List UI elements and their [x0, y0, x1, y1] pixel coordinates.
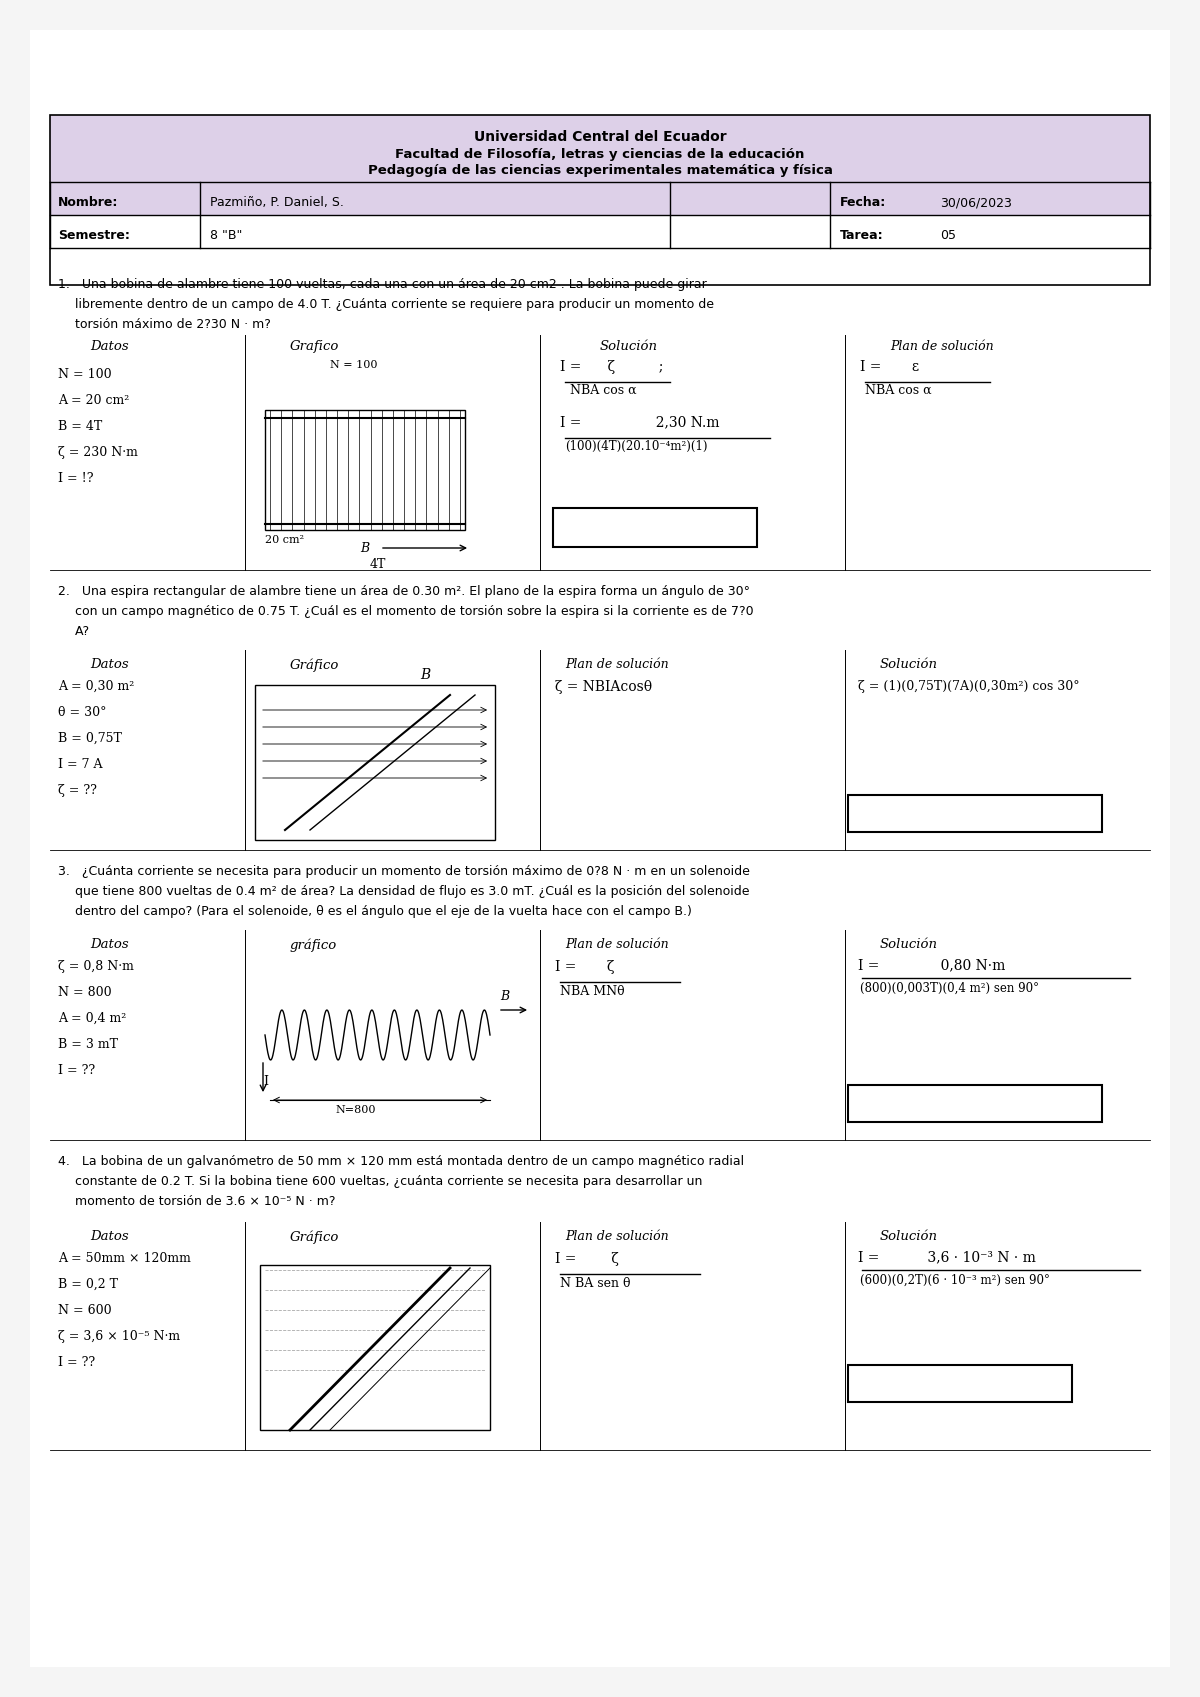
Text: (600)(0,2T)(6 · 10⁻³ m²) sen 90°: (600)(0,2T)(6 · 10⁻³ m²) sen 90° [860, 1274, 1050, 1286]
Text: constante de 0.2 T. Si la bobina tiene 600 vueltas, ¿cuánta corriente se necesit: constante de 0.2 T. Si la bobina tiene 6… [74, 1174, 702, 1188]
Text: 20 cm²: 20 cm² [265, 535, 304, 545]
Text: Solución: Solución [880, 1230, 938, 1242]
Text: I = 833 mA: I = 833 mA [862, 1089, 958, 1105]
Text: 4T: 4T [370, 558, 386, 570]
Text: que tiene 800 vueltas de 0.4 m² de área? La densidad de flujo es 3.0 mT. ¿Cuál e: que tiene 800 vueltas de 0.4 m² de área?… [74, 886, 750, 898]
Text: 30/06/2023: 30/06/2023 [940, 195, 1012, 209]
Text: I =       ε: I = ε [860, 360, 919, 373]
Text: ζ = (1)(0,75T)(7A)(0,30m²) cos 30°: ζ = (1)(0,75T)(7A)(0,30m²) cos 30° [858, 680, 1080, 692]
Text: ζ = 0,8 N·m: ζ = 0,8 N·m [58, 961, 134, 972]
Text: NBA cos α: NBA cos α [570, 384, 637, 397]
Text: Plan de solución: Plan de solución [565, 938, 668, 950]
Text: Tarea:: Tarea: [840, 229, 883, 243]
Text: A?: A? [74, 624, 90, 638]
Text: θ = 30°: θ = 30° [58, 706, 107, 720]
Text: dentro del campo? (Para el solenoide, θ es el ángulo que el eje de la vuelta hac: dentro del campo? (Para el solenoide, θ … [74, 905, 692, 918]
Text: ζ = NBIAcosθ: ζ = NBIAcosθ [554, 680, 652, 694]
Text: Plan de solución: Plan de solución [565, 658, 668, 670]
Text: A = 50mm × 120mm: A = 50mm × 120mm [58, 1252, 191, 1264]
Text: B = 4T: B = 4T [58, 419, 102, 433]
Text: I =                 2,30 N.m: I = 2,30 N.m [560, 416, 720, 429]
FancyBboxPatch shape [50, 115, 1150, 216]
Text: I = ??: I = ?? [58, 1064, 95, 1078]
Text: gráfico: gráfico [290, 938, 337, 952]
Text: ζ = 230 N·m: ζ = 230 N·m [58, 446, 138, 458]
FancyBboxPatch shape [848, 794, 1102, 832]
Text: torsión máximo de 2?30 N · m?: torsión máximo de 2?30 N · m? [74, 317, 271, 331]
Text: I = 7 A: I = 7 A [58, 759, 102, 770]
Text: I =      ζ          ;: I = ζ ; [560, 360, 664, 373]
Text: N = 100: N = 100 [58, 368, 112, 382]
Text: I =       ζ: I = ζ [554, 961, 614, 974]
Text: 3.   ¿Cuánta corriente se necesita para producir un momento de torsión máximo de: 3. ¿Cuánta corriente se necesita para pr… [58, 865, 750, 877]
Text: ζ = ??: ζ = ?? [58, 784, 97, 798]
FancyBboxPatch shape [553, 507, 757, 546]
Text: Grafico: Grafico [290, 339, 340, 353]
FancyBboxPatch shape [256, 686, 496, 840]
Text: B: B [500, 989, 509, 1003]
Text: 05: 05 [940, 229, 956, 243]
Text: Universidad Central del Ecuador: Universidad Central del Ecuador [474, 131, 726, 144]
Text: libremente dentro de un campo de 4.0 T. ¿Cuánta corriente se requiere para produ: libremente dentro de un campo de 4.0 T. … [74, 299, 714, 311]
Text: Datos: Datos [90, 658, 128, 670]
FancyBboxPatch shape [30, 31, 1170, 1666]
Text: A = 20 cm²: A = 20 cm² [58, 394, 130, 407]
Text: 2.   Una espira rectangular de alambre tiene un área de 0.30 m². El plano de la : 2. Una espira rectangular de alambre tie… [58, 585, 750, 597]
Text: NBA MNθ: NBA MNθ [560, 984, 625, 998]
Text: N = 800: N = 800 [58, 986, 112, 1000]
Text: Nombre:: Nombre: [58, 195, 119, 209]
Text: ζ = 3,6 × 10⁻⁵ N·m: ζ = 3,6 × 10⁻⁵ N·m [58, 1330, 180, 1342]
Text: NBA cos α: NBA cos α [865, 384, 931, 397]
Text: I = 2,88 A: I = 2,88 A [565, 511, 649, 524]
FancyBboxPatch shape [848, 1364, 1072, 1402]
Text: N = 100: N = 100 [330, 360, 378, 370]
Text: Solución: Solución [880, 938, 938, 950]
Text: con un campo magnético de 0.75 T. ¿Cuál es el momento de torsión sobre la espira: con un campo magnético de 0.75 T. ¿Cuál … [74, 606, 754, 618]
Text: Solución: Solución [880, 658, 938, 670]
Text: I =              0,80 N·m: I = 0,80 N·m [858, 959, 1006, 972]
Text: Gráfico: Gráfico [290, 1230, 340, 1244]
Text: I =        ζ: I = ζ [554, 1252, 619, 1266]
Text: (100)(4T)(20.10⁻⁴m²)(1): (100)(4T)(20.10⁻⁴m²)(1) [565, 440, 708, 453]
FancyBboxPatch shape [848, 1084, 1102, 1122]
Text: 4.   La bobina de un galvanómetro de 50 mm × 120 mm está montada dentro de un ca: 4. La bobina de un galvanómetro de 50 mm… [58, 1156, 744, 1168]
Text: B = 3 mT: B = 3 mT [58, 1039, 118, 1050]
Text: I = ??: I = ?? [58, 1356, 95, 1369]
Text: Gráfico: Gráfico [290, 658, 340, 672]
Text: I = 50 μA: I = 50 μA [862, 1369, 942, 1385]
Text: N=800: N=800 [335, 1105, 376, 1115]
Text: Datos: Datos [90, 938, 128, 950]
FancyBboxPatch shape [265, 411, 466, 529]
Text: Pazmiño, P. Daniel, S.: Pazmiño, P. Daniel, S. [210, 195, 344, 209]
Text: Plan de solución: Plan de solución [890, 339, 994, 353]
Text: A = 0,4 m²: A = 0,4 m² [58, 1011, 126, 1025]
Text: 1.   Una bobina de alambre tiene 100 vueltas, cada una con un área de 20 cm2 . L: 1. Una bobina de alambre tiene 100 vuelt… [58, 278, 707, 290]
FancyBboxPatch shape [260, 1264, 490, 1431]
Text: N BA sen θ: N BA sen θ [560, 1278, 630, 1290]
Text: Datos: Datos [90, 339, 128, 353]
Text: I = !?: I = !? [58, 472, 94, 485]
Text: A = 0,30 m²: A = 0,30 m² [58, 680, 134, 692]
Text: Solución: Solución [600, 339, 658, 353]
Text: Pedagogía de las ciencias experimentales matemática y física: Pedagogía de las ciencias experimentales… [367, 165, 833, 176]
Text: Plan de solución: Plan de solución [565, 1230, 668, 1242]
Text: momento de torsión de 3.6 × 10⁻⁵ N · m?: momento de torsión de 3.6 × 10⁻⁵ N · m? [74, 1195, 336, 1208]
Text: B = 0,2 T: B = 0,2 T [58, 1278, 118, 1291]
Text: I: I [263, 1074, 268, 1088]
Text: B: B [360, 541, 370, 555]
Text: ζ = 1,36 Nm: ζ = 1,36 Nm [862, 799, 967, 815]
Text: Fecha:: Fecha: [840, 195, 887, 209]
Text: B: B [420, 669, 431, 682]
Text: Datos: Datos [90, 1230, 128, 1242]
Text: (800)(0,003T)(0,4 m²) sen 90°: (800)(0,003T)(0,4 m²) sen 90° [860, 983, 1039, 994]
Text: 8 "B": 8 "B" [210, 229, 242, 243]
Text: Facultad de Filosofía, letras y ciencias de la educación: Facultad de Filosofía, letras y ciencias… [395, 148, 805, 161]
Text: N = 600: N = 600 [58, 1303, 112, 1317]
Text: B = 0,75T: B = 0,75T [58, 731, 122, 745]
Text: I =           3,6 · 10⁻³ N · m: I = 3,6 · 10⁻³ N · m [858, 1251, 1036, 1264]
Text: Semestre:: Semestre: [58, 229, 130, 243]
